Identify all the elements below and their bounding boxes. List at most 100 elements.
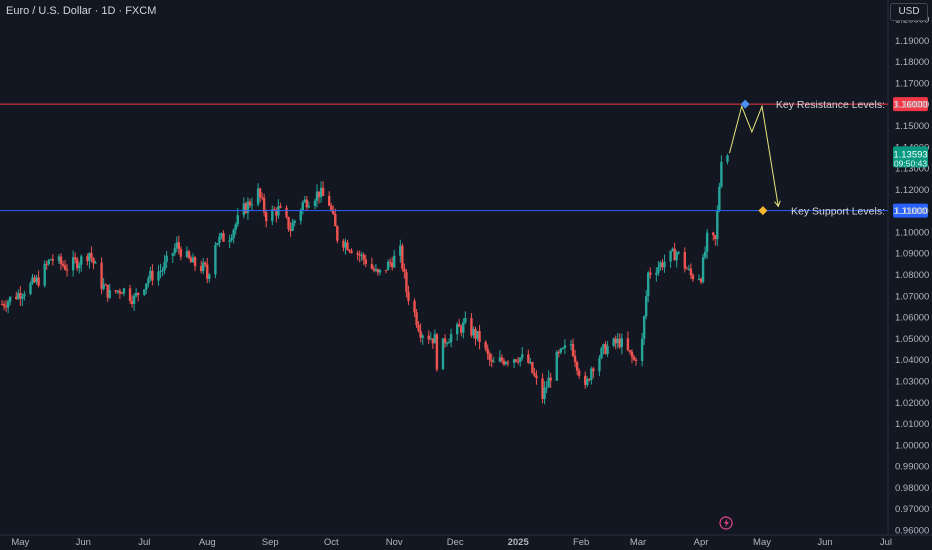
candle-body <box>258 188 262 198</box>
resistance-price-text: 1.16000 <box>893 100 927 111</box>
price-tick-label: 0.97000 <box>895 504 929 515</box>
price-tick-label: 1.11000 <box>895 206 929 217</box>
candle-body <box>189 257 193 263</box>
candle-body <box>370 264 374 269</box>
candle-body <box>529 362 532 364</box>
candle-body <box>726 155 729 162</box>
candle-body <box>63 265 67 270</box>
candle-body <box>21 296 24 299</box>
candle-body <box>330 205 333 210</box>
candle-body <box>102 284 105 289</box>
price-tick-label: 0.98000 <box>895 483 929 494</box>
candle-body <box>319 187 323 198</box>
price-tick-label: 1.06000 <box>895 313 929 324</box>
currency-selector[interactable]: USD <box>890 3 928 21</box>
resistance-price-badge <box>893 97 928 112</box>
candle-body <box>4 306 8 308</box>
candle-body <box>49 259 53 261</box>
candle-body <box>132 295 136 305</box>
candle-body <box>228 240 231 242</box>
candle-body <box>484 342 487 349</box>
candle-body <box>165 255 168 262</box>
candle-body <box>549 377 552 381</box>
price-tick-label: 1.09000 <box>895 249 929 260</box>
candle-body <box>431 338 435 344</box>
candle-body <box>626 338 630 351</box>
candle-body <box>705 232 709 252</box>
price-axis: 1.200001.190001.180001.170001.160001.150… <box>895 15 929 537</box>
candle-body <box>218 236 221 243</box>
candle-body <box>598 358 601 372</box>
candle-body <box>90 252 93 259</box>
candle-body <box>134 292 138 296</box>
candle-body <box>687 268 691 270</box>
candle-body <box>232 229 235 238</box>
candle-body <box>586 379 589 385</box>
candle-body <box>317 191 321 198</box>
candle-body <box>573 355 577 363</box>
candle-body <box>555 351 558 381</box>
time-tick-label: May <box>753 537 771 548</box>
candle-body <box>677 251 680 253</box>
candle-body <box>222 233 225 242</box>
candle-body <box>307 206 311 208</box>
candle-body <box>403 268 406 273</box>
candle-body <box>118 290 122 294</box>
candle-body <box>386 261 390 271</box>
candle-body <box>80 256 83 265</box>
candle-body <box>575 362 579 371</box>
projection-arrowhead <box>774 200 781 208</box>
price-tick-label: 1.07000 <box>895 291 929 302</box>
candle-body <box>303 199 307 203</box>
candle-body <box>527 354 530 363</box>
last-price-time: 09:50:43 <box>894 158 927 168</box>
candle-body <box>661 262 664 268</box>
candle-body <box>419 330 422 338</box>
candle-body <box>417 325 420 331</box>
candle-body <box>334 213 337 227</box>
candle-body <box>474 328 477 339</box>
candle-body <box>204 262 207 265</box>
candle-body <box>545 387 548 389</box>
candle-body <box>533 372 536 376</box>
candle-body <box>59 256 63 264</box>
candle-body <box>671 248 674 251</box>
price-tick-label: 1.02000 <box>895 398 929 409</box>
candle-body <box>476 331 479 339</box>
candle-body <box>691 274 695 280</box>
candle-body <box>447 342 451 344</box>
price-tick-label: 0.99000 <box>895 462 929 473</box>
time-tick-label: Aug <box>199 537 216 548</box>
candle-body <box>2 304 6 307</box>
time-tick-label: Mar <box>630 537 646 548</box>
candle-body <box>464 318 467 323</box>
candle-body <box>291 222 294 231</box>
candle-body <box>0 304 4 306</box>
candle-body <box>393 255 396 268</box>
candle-body <box>521 354 524 358</box>
candle-body <box>462 322 465 333</box>
time-tick-label: Feb <box>573 537 589 548</box>
candle-body <box>108 290 111 298</box>
candle-body <box>104 284 107 286</box>
candle-body <box>202 262 205 272</box>
candle-body <box>699 278 703 283</box>
candle-body <box>199 266 203 272</box>
candle-body <box>659 262 662 268</box>
candle-body <box>151 270 154 281</box>
candle-body <box>616 338 619 344</box>
candle-body <box>683 251 686 269</box>
candle-body <box>584 375 587 385</box>
candle-body <box>460 326 463 333</box>
candlestick-series <box>0 154 729 405</box>
candle-body <box>390 262 394 268</box>
candle-body <box>342 240 345 248</box>
candle-body <box>490 359 493 362</box>
candle-body <box>31 277 34 284</box>
candle-body <box>502 360 506 365</box>
price-tick-label: 1.18000 <box>895 57 929 68</box>
candle-body <box>287 216 290 230</box>
support-label: Key Support Levels: <box>791 206 885 218</box>
candle-body <box>384 269 388 271</box>
